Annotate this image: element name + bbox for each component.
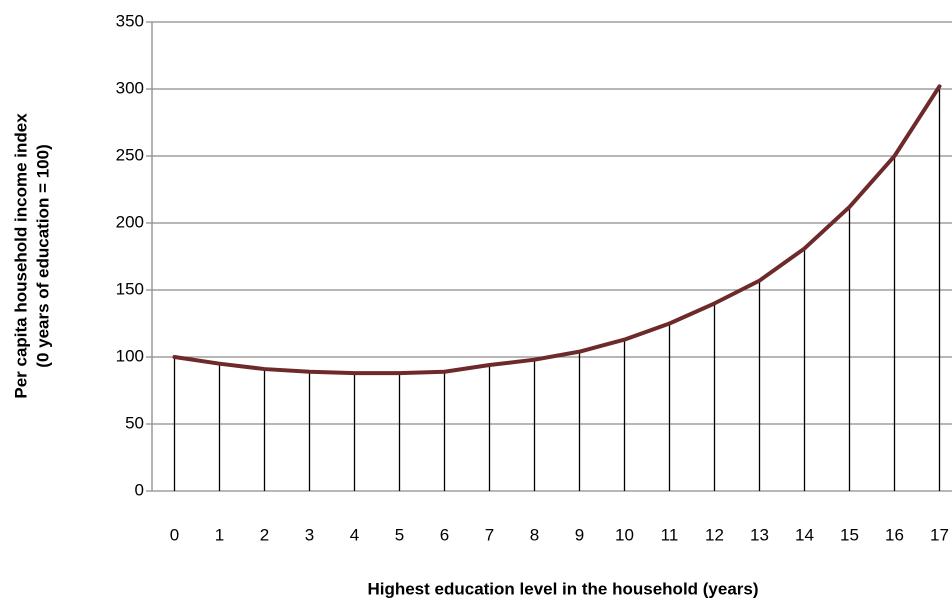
x-tick-label: 12 [705,525,724,544]
x-tick-label: 5 [395,525,404,544]
y-tick-label: 200 [116,212,144,231]
y-tick-label: 300 [116,78,144,97]
y-tick-label: 100 [116,346,144,365]
y-tick-label: 250 [116,145,144,164]
y-tick-label: 350 [116,11,144,30]
y-tick-label: 50 [125,413,144,432]
y-axis-title: (0 years of education = 100) [33,144,52,367]
x-tick-label: 16 [885,525,904,544]
x-tick-label: 2 [260,525,269,544]
x-axis-title: Highest education level in the household… [367,579,758,598]
x-tick-label: 3 [305,525,314,544]
x-tick-label: 13 [750,525,769,544]
x-tick-label: 9 [575,525,584,544]
x-tick-label: 14 [795,525,814,544]
y-tick-label: 150 [116,279,144,298]
x-tick-label: 1 [215,525,224,544]
y-axis-title: Per capita household income index [11,113,30,399]
data-line [172,84,942,376]
x-tick-label: 17 [930,525,949,544]
x-tick-label: 8 [530,525,539,544]
x-tick-label: 6 [440,525,449,544]
x-tick-label: 15 [840,525,859,544]
x-tick-label: 11 [661,525,679,544]
x-tick-label: 4 [350,525,359,544]
y-tick-label: 0 [135,480,144,499]
x-tick-label: 7 [485,525,494,544]
x-tick-label: 0 [170,525,179,544]
x-tick-label: 10 [615,525,634,544]
